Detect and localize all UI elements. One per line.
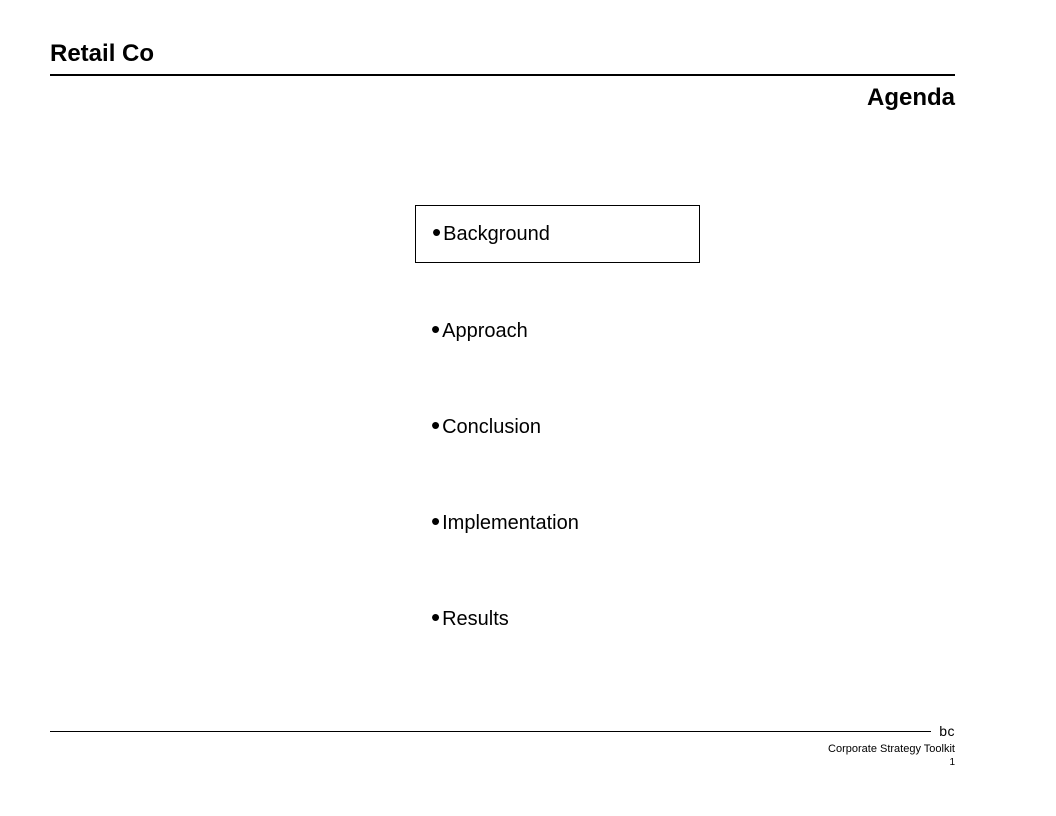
agenda-list: •Background •Approach •Conclusion •Implemen… (415, 205, 700, 647)
footer-page-number: 1 (50, 757, 955, 768)
footer-divider (50, 731, 931, 732)
agenda-gap (415, 455, 700, 495)
header-divider (50, 74, 955, 76)
agenda-item-label: Implementation (442, 512, 579, 534)
agenda-item-label: Background (443, 223, 550, 245)
slide-footer: bc Corporate Strategy Toolkit 1 (50, 723, 955, 768)
agenda-item: •Background (415, 205, 700, 263)
footer-meta-text: Corporate Strategy Toolkit (50, 743, 955, 755)
agenda-gap (415, 359, 700, 399)
agenda-item: •Implementation (415, 495, 700, 551)
slide-subtitle: Agenda (50, 84, 955, 112)
agenda-item: •Conclusion (415, 399, 700, 455)
agenda-item-label: Results (442, 608, 509, 630)
footer-logo: bc (931, 723, 955, 739)
agenda-item-label: Approach (442, 320, 528, 342)
slide-container: Retail Co Agenda •Background •Approach •Co… (0, 0, 1056, 816)
footer-line: bc (50, 723, 955, 739)
agenda-item-label: Conclusion (442, 416, 541, 438)
agenda-gap (415, 263, 700, 303)
slide-title: Retail Co (50, 40, 1006, 74)
agenda-gap (415, 551, 700, 591)
agenda-item: •Results (415, 591, 700, 647)
agenda-item: •Approach (415, 303, 700, 359)
